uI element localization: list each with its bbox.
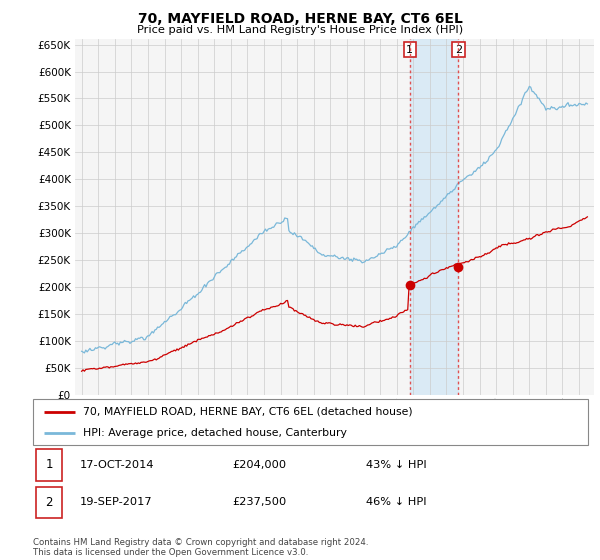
FancyBboxPatch shape: [36, 449, 62, 480]
Text: 1: 1: [406, 45, 413, 54]
Bar: [410, 39, 458, 395]
FancyBboxPatch shape: [36, 487, 62, 519]
Text: 2: 2: [46, 496, 53, 509]
Text: 17-OCT-2014: 17-OCT-2014: [80, 460, 155, 470]
Text: Price paid vs. HM Land Registry's House Price Index (HPI): Price paid vs. HM Land Registry's House …: [137, 25, 463, 35]
Text: 1: 1: [46, 458, 53, 471]
FancyBboxPatch shape: [33, 399, 588, 445]
Text: 70, MAYFIELD ROAD, HERNE BAY, CT6 6EL: 70, MAYFIELD ROAD, HERNE BAY, CT6 6EL: [137, 12, 463, 26]
Text: 70, MAYFIELD ROAD, HERNE BAY, CT6 6EL (detached house): 70, MAYFIELD ROAD, HERNE BAY, CT6 6EL (d…: [83, 407, 413, 417]
Text: £237,500: £237,500: [233, 497, 287, 507]
Text: HPI: Average price, detached house, Canterbury: HPI: Average price, detached house, Cant…: [83, 428, 347, 438]
Text: £204,000: £204,000: [233, 460, 287, 470]
Text: 2: 2: [455, 45, 462, 54]
Text: Contains HM Land Registry data © Crown copyright and database right 2024.
This d: Contains HM Land Registry data © Crown c…: [33, 538, 368, 557]
Text: 19-SEP-2017: 19-SEP-2017: [80, 497, 153, 507]
Text: 46% ↓ HPI: 46% ↓ HPI: [366, 497, 427, 507]
Text: 43% ↓ HPI: 43% ↓ HPI: [366, 460, 427, 470]
